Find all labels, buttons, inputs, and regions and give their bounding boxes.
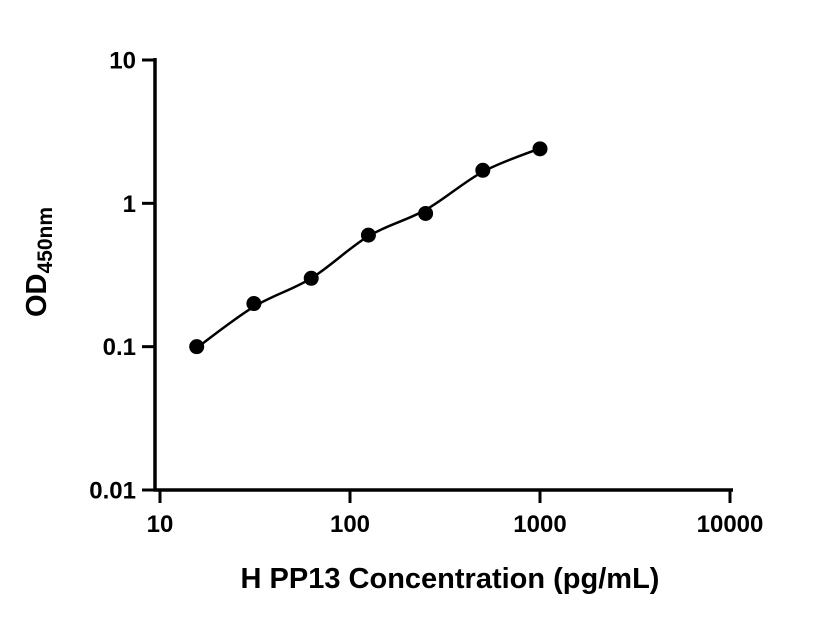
x-tick-label: 100 bbox=[330, 511, 370, 538]
axis-frame bbox=[153, 58, 733, 492]
x-tick-label: 10 bbox=[147, 511, 174, 538]
data-point-marker bbox=[475, 162, 491, 178]
y-tick-label: 1 bbox=[123, 191, 136, 218]
y-axis-title-subscript: 450nm bbox=[34, 207, 57, 274]
data-point-marker bbox=[246, 296, 262, 312]
y-tick-label: 10 bbox=[109, 48, 136, 75]
x-axis-title: H PP13 Concentration (pg/mL) bbox=[241, 563, 660, 595]
y-axis-title-text: OD bbox=[21, 274, 53, 318]
x-tick-label: 1000 bbox=[513, 511, 566, 538]
y-axis-title: OD450nm bbox=[21, 207, 57, 317]
y-tick-label: 0.1 bbox=[103, 334, 136, 361]
data-point-marker bbox=[532, 141, 548, 157]
data-point-marker bbox=[189, 339, 205, 355]
y-tick-label: 0.01 bbox=[89, 477, 136, 504]
data-point-marker bbox=[360, 227, 376, 243]
data-point-marker bbox=[418, 205, 434, 221]
plot-area: 10 1 0.1 0.01 10 100 1000 10000 bbox=[89, 48, 763, 539]
fit-curve bbox=[195, 147, 542, 350]
x-tick-label: 10000 bbox=[697, 511, 764, 538]
data-point-marker bbox=[303, 270, 319, 286]
